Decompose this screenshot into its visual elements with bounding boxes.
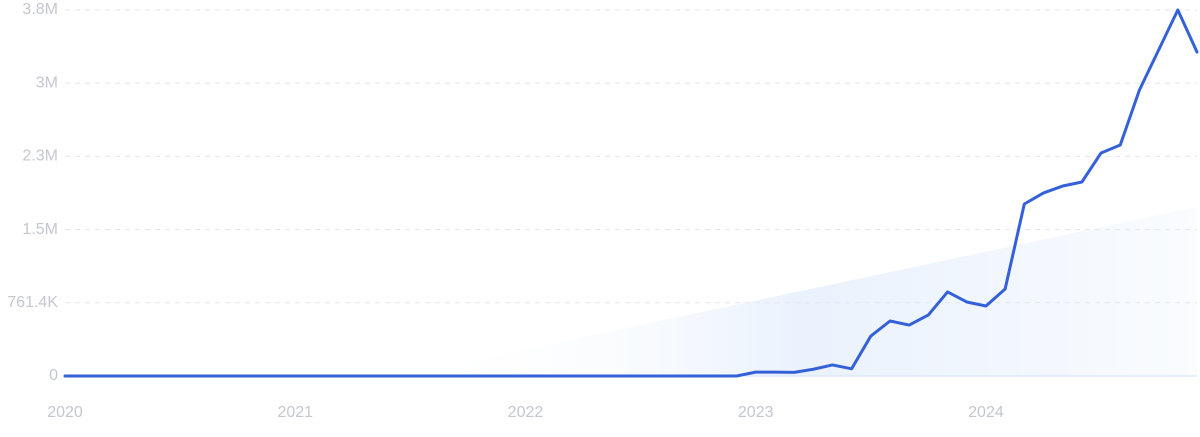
y-tick-label: 761.4K xyxy=(7,294,58,311)
x-tick-label: 2020 xyxy=(47,404,83,421)
x-tick-label: 2022 xyxy=(508,404,544,421)
y-tick-label: 2.3M xyxy=(22,148,58,165)
trend-area xyxy=(410,206,1197,376)
y-tick-label: 3M xyxy=(36,74,58,91)
y-tick-label: 0 xyxy=(49,367,58,384)
y-tick-label: 3.8M xyxy=(22,1,58,18)
x-tick-label: 2023 xyxy=(738,404,774,421)
x-tick-label: 2024 xyxy=(968,404,1004,421)
line xyxy=(63,8,1199,378)
y-tick-label: 1.5M xyxy=(22,221,58,238)
x-tick-label: 2021 xyxy=(277,404,313,421)
